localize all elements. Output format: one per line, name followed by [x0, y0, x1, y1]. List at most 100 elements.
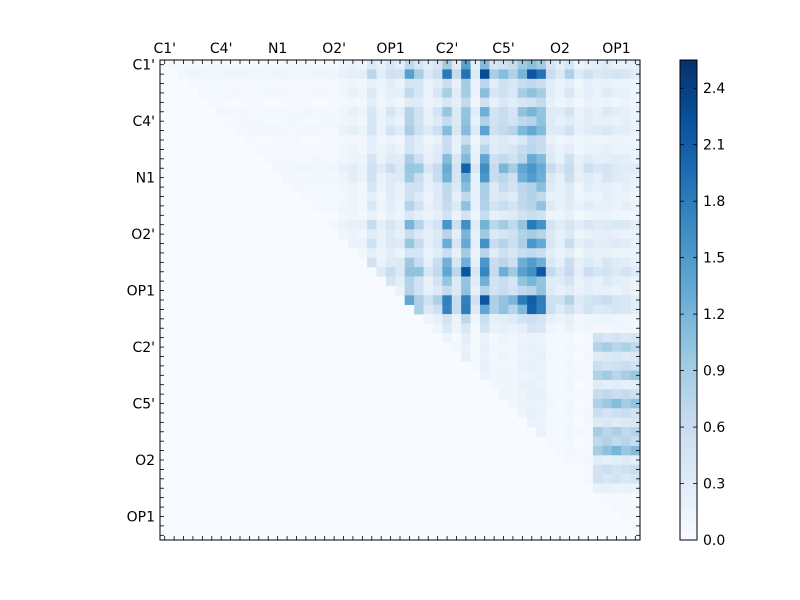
- heatmap-cell: [348, 182, 358, 193]
- heatmap-cell: [470, 182, 481, 193]
- heatmap-cell: [583, 361, 594, 371]
- heatmap-cell: [545, 323, 556, 334]
- heatmap-cell: [564, 389, 575, 400]
- heatmap-cell: [385, 210, 396, 221]
- heatmap-cell: [574, 370, 584, 381]
- heatmap-cell: [517, 220, 528, 230]
- heatmap-cell: [470, 351, 481, 362]
- heatmap-cell: [555, 398, 565, 409]
- heatmap-cell: [583, 182, 594, 193]
- heatmap-cell: [367, 154, 377, 164]
- heatmap-cell: [432, 210, 443, 221]
- heatmap-cell: [489, 285, 500, 296]
- heatmap-cell: [376, 78, 387, 89]
- heatmap-cell: [508, 304, 518, 315]
- heatmap-cell: [592, 483, 603, 494]
- heatmap-cell: [348, 191, 358, 202]
- heatmap-cell: [320, 69, 330, 80]
- heatmap-cell: [423, 257, 434, 268]
- heatmap-cell: [489, 116, 500, 127]
- heatmap-cell: [527, 210, 537, 221]
- heatmap-cell: [555, 163, 565, 174]
- heatmap-cell: [404, 135, 415, 145]
- heatmap-cell: [508, 398, 518, 409]
- heatmap-cell: [367, 135, 377, 145]
- heatmap-cell: [583, 88, 594, 98]
- heatmap-cell: [357, 97, 368, 108]
- heatmap-cell: [564, 78, 575, 89]
- heatmap-cell: [630, 276, 641, 287]
- heatmap-cell: [282, 60, 293, 70]
- heatmap-cell: [555, 88, 565, 98]
- heatmap-cell: [545, 97, 556, 108]
- heatmap-cell: [470, 154, 481, 164]
- heatmap-cell: [545, 248, 556, 258]
- heatmap-cell: [602, 220, 613, 230]
- heatmap-cell: [432, 125, 443, 136]
- heatmap-cell: [461, 154, 471, 164]
- heatmap-cell: [508, 125, 518, 136]
- heatmap-cell: [216, 78, 227, 89]
- heatmap-cell: [527, 220, 537, 230]
- heatmap-cell: [630, 229, 641, 240]
- heatmap-cell: [498, 389, 509, 400]
- heatmap-cell: [244, 97, 255, 108]
- heatmap-cell: [461, 238, 471, 249]
- heatmap-cell: [235, 60, 245, 70]
- heatmap-cell: [367, 60, 377, 70]
- heatmap-cell: [592, 351, 603, 362]
- heatmap-cell: [451, 107, 462, 117]
- heatmap-cell: [451, 248, 462, 258]
- heatmap-cell: [451, 229, 462, 240]
- heatmap-cell: [291, 107, 302, 117]
- heatmap-cell: [451, 285, 462, 296]
- heatmap-cell: [621, 229, 631, 240]
- heatmap-cell: [508, 380, 518, 390]
- heatmap-cell: [432, 107, 443, 117]
- heatmap-cell: [301, 144, 311, 155]
- heatmap-cell: [310, 125, 321, 136]
- heatmap-cell: [451, 276, 462, 287]
- heatmap-cell: [611, 163, 622, 174]
- heatmap-cell: [470, 220, 481, 230]
- heatmap-cell: [630, 342, 641, 353]
- heatmap-cell: [498, 314, 509, 324]
- heatmap-cell: [404, 191, 415, 202]
- heatmap-cell: [461, 97, 471, 108]
- heatmap-cell: [592, 144, 603, 155]
- heatmap-cell: [555, 257, 565, 268]
- heatmap-cell: [385, 172, 396, 183]
- heatmap-cell: [611, 455, 622, 465]
- heatmap-cell: [508, 191, 518, 202]
- heatmap-cell: [583, 248, 594, 258]
- heatmap-cell: [602, 417, 613, 428]
- heatmap-cell: [461, 342, 471, 353]
- heatmap-cell: [611, 69, 622, 80]
- heatmap-cell: [555, 154, 565, 164]
- heatmap-cell: [235, 116, 245, 127]
- heatmap-cell: [329, 220, 340, 230]
- heatmap-cell: [574, 427, 584, 437]
- heatmap-cell: [527, 276, 537, 287]
- colorbar: [679, 59, 698, 541]
- heatmap-cell: [329, 116, 340, 127]
- heatmap-cell: [320, 163, 330, 174]
- heatmap-cell: [348, 107, 358, 117]
- heatmap-cell: [611, 88, 622, 98]
- heatmap-cell: [310, 163, 321, 174]
- heatmap-cell: [498, 182, 509, 193]
- heatmap-cell: [536, 285, 547, 296]
- heatmap-cell: [630, 257, 641, 268]
- heatmap-cell: [555, 229, 565, 240]
- heatmap-cell: [376, 267, 387, 277]
- heatmap-cell: [470, 295, 481, 305]
- heatmap-cell: [583, 191, 594, 202]
- heatmap-cell: [564, 144, 575, 155]
- heatmap-cell: [442, 88, 453, 98]
- heatmap-cell: [527, 97, 537, 108]
- heatmap-cell: [602, 455, 613, 465]
- heatmap-cell: [489, 380, 500, 390]
- heatmap-cell: [310, 191, 321, 202]
- heatmap-cell: [470, 69, 481, 80]
- heatmap-cell: [470, 276, 481, 287]
